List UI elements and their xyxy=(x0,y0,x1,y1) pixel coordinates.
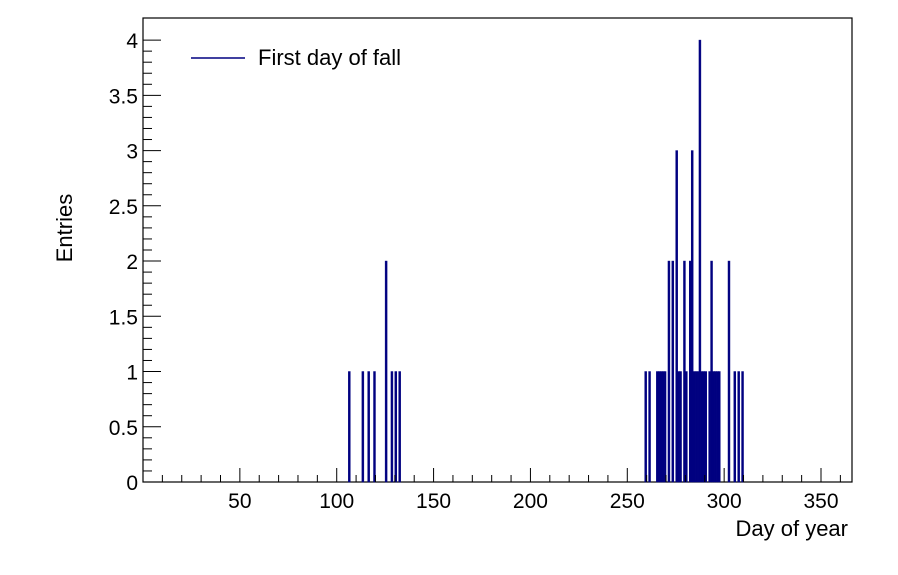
histogram-bar xyxy=(679,371,682,483)
histogram-bar xyxy=(683,260,686,483)
x-tick-label: 250 xyxy=(610,490,645,513)
histogram-bar xyxy=(741,371,744,483)
y-tick-label: 3.5 xyxy=(109,85,138,108)
histogram-bar xyxy=(663,371,667,483)
y-tick-label: 0 xyxy=(126,472,138,495)
histogram-bar xyxy=(659,371,663,483)
histogram-bar xyxy=(661,371,665,483)
x-tick-label: 350 xyxy=(803,490,838,513)
x-axis: 50 100 150 200 250 300 350 xyxy=(161,468,841,513)
histogram-bar xyxy=(698,39,702,483)
histogram-bar xyxy=(718,371,721,483)
x-tick-label: 150 xyxy=(416,490,451,513)
histogram-bar xyxy=(675,150,678,483)
y-tick-label: 3 xyxy=(126,141,138,164)
histogram-bar xyxy=(710,260,713,483)
histogram-bar xyxy=(702,371,706,483)
histogram-bar xyxy=(704,371,707,483)
x-tick-label: 200 xyxy=(513,490,548,513)
histogram-bar xyxy=(658,371,661,483)
histogram-bar xyxy=(696,371,700,483)
histogram-bar xyxy=(656,371,659,483)
histogram-bar xyxy=(714,371,717,483)
histogram-bar xyxy=(727,260,731,483)
histogram-bar xyxy=(671,260,675,483)
y-axis-title: Entries xyxy=(52,194,77,262)
histogram-bar xyxy=(394,371,398,483)
histogram-bar xyxy=(685,371,688,483)
histogram-bar xyxy=(712,371,715,483)
histogram-bar xyxy=(648,371,651,483)
histogram-bar xyxy=(700,371,704,483)
histogram-bar xyxy=(390,371,394,483)
plot-frame xyxy=(142,17,853,483)
histogram-bar xyxy=(361,371,365,483)
y-tick-label: 1 xyxy=(126,362,138,385)
histogram-bar xyxy=(737,371,740,483)
x-tick-label: 50 xyxy=(228,490,251,513)
histogram-bar xyxy=(348,371,351,483)
x-tick-label: 100 xyxy=(319,490,354,513)
y-tick-label: 4 xyxy=(126,30,138,53)
histogram-bar xyxy=(398,371,401,483)
legend-label: First day of fall xyxy=(258,45,401,70)
histogram-bar xyxy=(690,150,694,483)
histogram-bar xyxy=(384,260,388,483)
histogram-bar xyxy=(667,260,671,483)
y-tick-label: 2 xyxy=(126,251,138,274)
y-axis: 0 0.5 1 1.5 2 2.5 3 3.5 4 xyxy=(109,30,161,495)
histogram-bar xyxy=(733,371,737,483)
y-tick-label: 2.5 xyxy=(109,196,138,219)
histogram-bar xyxy=(716,371,719,483)
y-tick-label: 0.5 xyxy=(109,417,138,440)
histogram-bar xyxy=(689,260,692,483)
histogram-bar xyxy=(367,371,370,483)
histogram-bar xyxy=(677,371,680,483)
x-tick-label: 300 xyxy=(707,490,742,513)
histogram-bars xyxy=(348,39,744,483)
histogram-bar xyxy=(694,371,698,483)
histogram-bar xyxy=(373,371,376,483)
histogram-bar xyxy=(708,371,711,483)
legend: First day of fall xyxy=(191,45,401,70)
histogram-bar xyxy=(692,371,696,483)
histogram-bar xyxy=(644,371,647,483)
y-tick-label: 1.5 xyxy=(109,306,138,329)
x-axis-title: Day of year xyxy=(736,516,849,541)
